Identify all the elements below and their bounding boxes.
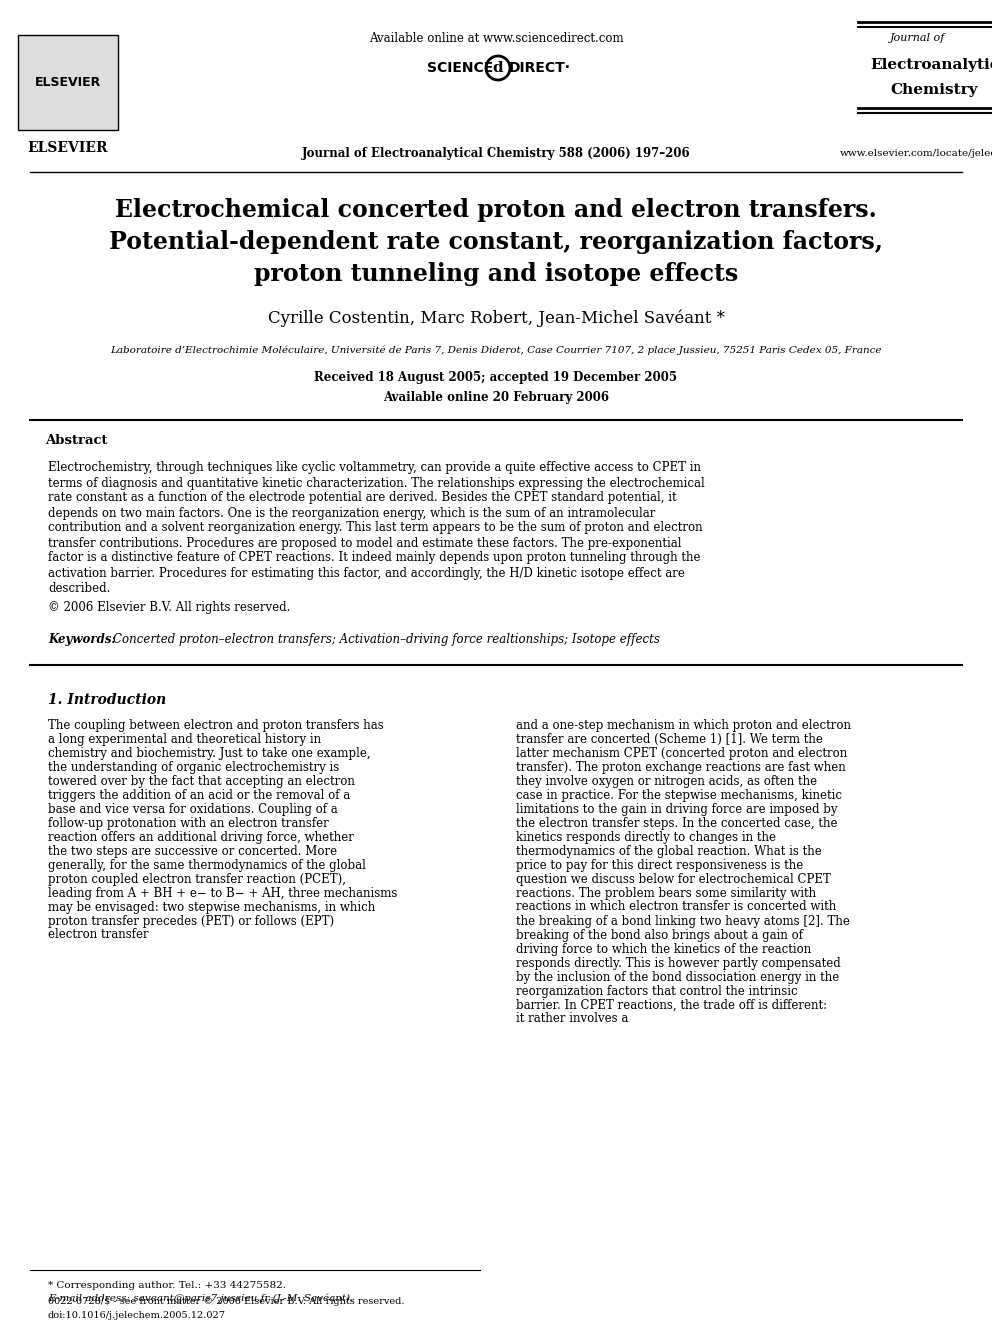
Text: base and vice versa for oxidations. Coupling of a: base and vice versa for oxidations. Coup… [48, 803, 337, 815]
Text: reorganization factors that control the intrinsic: reorganization factors that control the … [516, 984, 798, 998]
Text: generally, for the same thermodynamics of the global: generally, for the same thermodynamics o… [48, 859, 366, 872]
Text: breaking of the bond also brings about a gain of: breaking of the bond also brings about a… [516, 929, 803, 942]
Text: and a one-step mechanism in which proton and electron: and a one-step mechanism in which proton… [516, 718, 851, 732]
Text: transfer). The proton exchange reactions are fast when: transfer). The proton exchange reactions… [516, 761, 846, 774]
Text: ELSEVIER: ELSEVIER [35, 75, 101, 89]
Text: SCIENCE: SCIENCE [427, 61, 493, 75]
Text: reactions. The problem bears some similarity with: reactions. The problem bears some simila… [516, 886, 816, 900]
Text: * Corresponding author. Tel.: +33 44275582.: * Corresponding author. Tel.: +33 442755… [48, 1281, 286, 1290]
Text: proton coupled electron transfer reaction (PCET),: proton coupled electron transfer reactio… [48, 872, 346, 885]
Text: Journal of: Journal of [890, 33, 945, 44]
Text: a long experimental and theoretical history in: a long experimental and theoretical hist… [48, 733, 321, 745]
Text: the electron transfer steps. In the concerted case, the: the electron transfer steps. In the conc… [516, 816, 837, 830]
Text: Potential-dependent rate constant, reorganization factors,: Potential-dependent rate constant, reorg… [109, 230, 883, 254]
Text: barrier. In CPET reactions, the trade off is different:: barrier. In CPET reactions, the trade of… [516, 999, 827, 1012]
Text: leading from A + BH + e− to B− + AH, three mechanisms: leading from A + BH + e− to B− + AH, thr… [48, 886, 398, 900]
Text: latter mechanism CPET (concerted proton and electron: latter mechanism CPET (concerted proton … [516, 746, 847, 759]
Text: ELSEVIER: ELSEVIER [28, 142, 108, 155]
Text: DIRECT·: DIRECT· [509, 61, 571, 75]
Text: doi:10.1016/j.jelechem.2005.12.027: doi:10.1016/j.jelechem.2005.12.027 [48, 1311, 226, 1319]
Text: chemistry and biochemistry. Just to take one example,: chemistry and biochemistry. Just to take… [48, 746, 371, 759]
Text: electron transfer: electron transfer [48, 929, 149, 942]
Text: 1. Introduction: 1. Introduction [48, 693, 167, 706]
Text: the two steps are successive or concerted. More: the two steps are successive or concerte… [48, 844, 337, 857]
Text: they involve oxygen or nitrogen acids, as often the: they involve oxygen or nitrogen acids, a… [516, 774, 817, 787]
Text: Available online 20 February 2006: Available online 20 February 2006 [383, 390, 609, 404]
Text: triggers the addition of an acid or the removal of a: triggers the addition of an acid or the … [48, 789, 350, 802]
Text: kinetics responds directly to changes in the: kinetics responds directly to changes in… [516, 831, 776, 844]
Text: case in practice. For the stepwise mechanisms, kinetic: case in practice. For the stepwise mecha… [516, 789, 842, 802]
Text: Concerted proton–electron transfers; Activation–driving force realtionships; Iso: Concerted proton–electron transfers; Act… [113, 634, 660, 647]
Text: The coupling between electron and proton transfers has: The coupling between electron and proton… [48, 718, 384, 732]
Text: the understanding of organic electrochemistry is: the understanding of organic electrochem… [48, 761, 339, 774]
Text: 0022-0728/$ - see front matter © 2006 Elsevier B.V. All rights reserved.: 0022-0728/$ - see front matter © 2006 El… [48, 1298, 405, 1307]
Text: driving force to which the kinetics of the reaction: driving force to which the kinetics of t… [516, 942, 811, 955]
Text: Cyrille Costentin, Marc Robert, Jean-Michel Savéant *: Cyrille Costentin, Marc Robert, Jean-Mic… [268, 310, 724, 327]
Text: follow-up protonation with an electron transfer: follow-up protonation with an electron t… [48, 816, 328, 830]
Text: thermodynamics of the global reaction. What is the: thermodynamics of the global reaction. W… [516, 844, 821, 857]
Text: price to pay for this direct responsiveness is the: price to pay for this direct responsiven… [516, 859, 804, 872]
Text: question we discuss below for electrochemical CPET: question we discuss below for electroche… [516, 872, 831, 885]
Text: transfer contributions. Procedures are proposed to model and estimate these fact: transfer contributions. Procedures are p… [48, 537, 682, 549]
Text: Abstract: Abstract [45, 434, 107, 446]
Text: it rather involves a: it rather involves a [516, 1012, 628, 1025]
Text: rate constant as a function of the electrode potential are derived. Besides the : rate constant as a function of the elect… [48, 492, 677, 504]
Text: reactions in which electron transfer is concerted with: reactions in which electron transfer is … [516, 901, 836, 913]
Text: proton tunneling and isotope effects: proton tunneling and isotope effects [254, 262, 738, 286]
Text: © 2006 Elsevier B.V. All rights reserved.: © 2006 Elsevier B.V. All rights reserved… [48, 602, 291, 614]
Text: Electrochemical concerted proton and electron transfers.: Electrochemical concerted proton and ele… [115, 198, 877, 222]
Text: transfer are concerted (Scheme 1) [1]. We term the: transfer are concerted (Scheme 1) [1]. W… [516, 733, 823, 745]
Text: may be envisaged: two stepwise mechanisms, in which: may be envisaged: two stepwise mechanism… [48, 901, 375, 913]
Text: Electroanalytical: Electroanalytical [870, 58, 992, 71]
Text: Laboratoire d’Electrochimie Moléculaire, Université de Paris 7, Denis Diderot, C: Laboratoire d’Electrochimie Moléculaire,… [110, 345, 882, 355]
Text: terms of diagnosis and quantitative kinetic characterization. The relationships : terms of diagnosis and quantitative kine… [48, 476, 704, 490]
Text: www.elsevier.com/locate/jelechem: www.elsevier.com/locate/jelechem [840, 148, 992, 157]
Bar [18, 34, 118, 130]
Text: towered over by the fact that accepting an electron: towered over by the fact that accepting … [48, 774, 355, 787]
Text: Received 18 August 2005; accepted 19 December 2005: Received 18 August 2005; accepted 19 Dec… [314, 372, 678, 385]
Text: limitations to the gain in driving force are imposed by: limitations to the gain in driving force… [516, 803, 837, 815]
Text: proton transfer precedes (PET) or follows (EPT): proton transfer precedes (PET) or follow… [48, 914, 334, 927]
Text: by the inclusion of the bond dissociation energy in the: by the inclusion of the bond dissociatio… [516, 971, 839, 983]
Text: described.: described. [48, 582, 110, 594]
Text: Available online at www.sciencedirect.com: Available online at www.sciencedirect.co… [369, 32, 623, 45]
Text: activation barrier. Procedures for estimating this factor, and accordingly, the : activation barrier. Procedures for estim… [48, 566, 684, 579]
Text: Electrochemistry, through techniques like cyclic voltammetry, can provide a quit: Electrochemistry, through techniques lik… [48, 462, 701, 475]
Text: Journal of Electroanalytical Chemistry 588 (2006) 197–206: Journal of Electroanalytical Chemistry 5… [302, 147, 690, 160]
Text: factor is a distinctive feature of CPET reactions. It indeed mainly depends upon: factor is a distinctive feature of CPET … [48, 552, 700, 565]
Text: the breaking of a bond linking two heavy atoms [2]. The: the breaking of a bond linking two heavy… [516, 914, 850, 927]
Text: depends on two main factors. One is the reorganization energy, which is the sum : depends on two main factors. One is the … [48, 507, 656, 520]
Text: E-mail address: saveant@paris7.jussieu.fr (J.-M. Savéant).: E-mail address: saveant@paris7.jussieu.f… [48, 1294, 353, 1303]
Text: reaction offers an additional driving force, whether: reaction offers an additional driving fo… [48, 831, 354, 844]
Text: d: d [493, 61, 503, 75]
Text: Chemistry: Chemistry [890, 83, 977, 97]
Text: Keywords:: Keywords: [48, 634, 116, 647]
Text: responds directly. This is however partly compensated: responds directly. This is however partl… [516, 957, 841, 970]
Text: contribution and a solvent reorganization energy. This last term appears to be t: contribution and a solvent reorganizatio… [48, 521, 702, 534]
